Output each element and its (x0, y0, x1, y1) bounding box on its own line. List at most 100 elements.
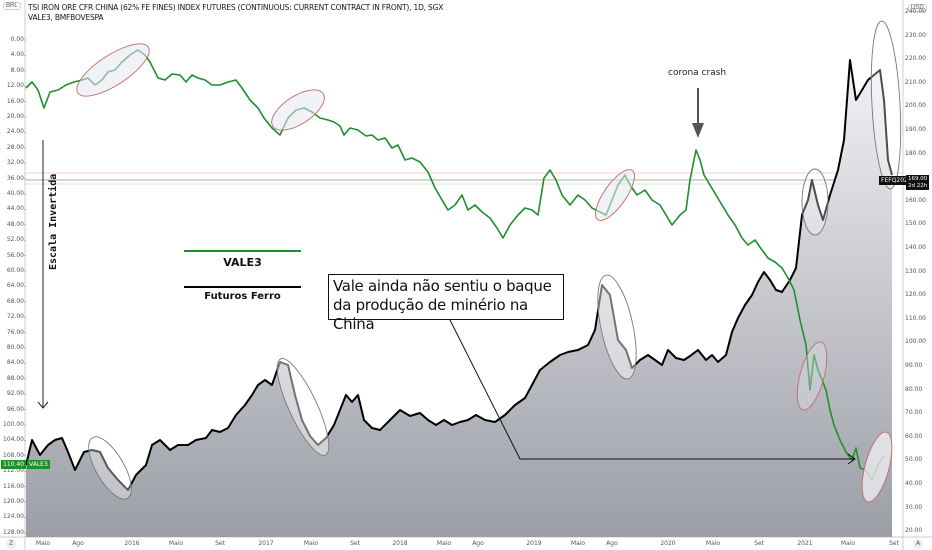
right-axis-label: 60.00 (905, 433, 923, 440)
callout-line-1: Vale ainda não sentiu o baque (333, 277, 552, 295)
left-axis-label: 40.00 (6, 190, 24, 197)
futures-countdown: 2d 22h (908, 182, 928, 189)
left-axis-label: 68.00 (6, 298, 24, 305)
x-axis-label: 2017 (258, 540, 274, 547)
futures-price-tag: 169.00 2d 22h (906, 175, 930, 190)
left-currency-badge[interactable]: BRL (3, 2, 21, 10)
left-axis-label: 28.00 (6, 144, 24, 151)
left-axis-label: 120.00 (3, 498, 24, 505)
right-axis-label: 230.00 (905, 32, 926, 39)
x-axis-label: 2020 (660, 540, 676, 547)
legend-vale-label[interactable]: VALE3 (223, 256, 262, 269)
legend-futures-label[interactable]: Futuros Ferro (204, 291, 281, 302)
auto-scale-button[interactable]: A (913, 539, 923, 549)
right-axis-label: 140.00 (905, 244, 926, 251)
left-axis-label: 44.00 (6, 205, 24, 212)
left-axis-label: 32.00 (6, 159, 24, 166)
corona-crash-label[interactable]: corona crash (668, 68, 727, 78)
right-axis-label: 220.00 (905, 55, 926, 62)
left-axis-label: 92.00 (6, 390, 24, 397)
futures-symbol-tag: FEFQ2021 (879, 176, 914, 185)
corona-arrow-head (692, 123, 704, 138)
left-axis-label: 60.00 (6, 267, 24, 274)
right-axis-label: 20.00 (905, 527, 923, 534)
left-axis-label: 0.00 (10, 36, 24, 43)
left-axis-label: 128.00 (3, 529, 24, 536)
highlight-ellipse-vale-2017 (271, 89, 325, 131)
left-axis-label: 48.00 (6, 221, 24, 228)
highlight-ellipse-futures-2017 (276, 358, 330, 456)
right-axis-label: 110.00 (905, 315, 926, 322)
zoom-toggle-button[interactable]: Z (6, 539, 16, 549)
x-axis-label: 2016 (124, 540, 140, 547)
vale3-price-tag: 110.40 (1, 460, 26, 469)
right-axis-label: 90.00 (905, 362, 923, 369)
callout-arrow-head (847, 453, 856, 465)
right-axis-label: 210.00 (905, 79, 926, 86)
chart-subtitle: VALE3, BMFBOVESPA (28, 13, 104, 22)
left-axis-label: 104.00 (3, 436, 24, 443)
right-axis-label: 80.00 (905, 386, 923, 393)
left-axis-label: 36.00 (6, 175, 24, 182)
right-axis-label: 190.00 (905, 126, 926, 133)
highlight-ellipse-vale-2019 (595, 169, 635, 221)
left-axis-label: 84.00 (6, 359, 24, 366)
left-axis-ticks (24, 39, 26, 534)
callout-pointer (449, 319, 855, 460)
right-axis-label: 180.00 (905, 150, 926, 157)
highlight-ellipse-futures-2021a (801, 168, 829, 236)
left-axis-label: 72.00 (6, 313, 24, 320)
x-axis-label: Set (889, 540, 899, 547)
x-axis-label: Maio (705, 540, 721, 547)
left-axis-label: 124.00 (3, 513, 24, 520)
x-axis-label: 2018 (392, 540, 408, 547)
highlight-ellipse-futures-2021b (870, 20, 902, 190)
left-axis-label: 112.00 (3, 467, 24, 474)
left-axis-label: 24.00 (6, 128, 24, 135)
right-axis-label: 240.00 (905, 8, 926, 15)
x-axis-label: Maio (303, 540, 319, 547)
right-axis-label: 50.00 (905, 456, 923, 463)
left-axis-label: 52.00 (6, 236, 24, 243)
left-axis-label: 80.00 (6, 344, 24, 351)
x-axis-label: Maio (840, 540, 856, 547)
right-axis-label: 160.00 (905, 197, 926, 204)
x-axis-label: Maio (168, 540, 184, 547)
left-axis-label: 96.00 (6, 406, 24, 413)
highlight-ellipse-futures-2019 (597, 274, 637, 380)
left-axis-label: 64.00 (6, 282, 24, 289)
right-axis-label: 40.00 (905, 480, 923, 487)
chart-title: TSI IRON ORE CFR CHINA (62% FE FINES) IN… (28, 3, 444, 12)
chart-legend-header: TSI IRON ORE CFR CHINA (62% FE FINES) IN… (28, 3, 443, 23)
highlight-ellipse-futures-2016 (88, 436, 132, 500)
left-axis-label: 56.00 (6, 252, 24, 259)
futures-line (25, 59, 893, 491)
left-axis-label: 100.00 (3, 421, 24, 428)
left-axis-label: 76.00 (6, 329, 24, 336)
inverted-scale-label[interactable]: Escala Invertida (48, 173, 59, 270)
highlight-ellipse-vale-2016 (76, 43, 150, 97)
right-axis-label: 100.00 (905, 338, 926, 345)
highlight-ellipse-vale-2021b (861, 431, 893, 503)
x-axis-label: Ago (72, 540, 84, 547)
right-axis-label: 120.00 (905, 291, 926, 298)
left-axis-label: 108.00 (3, 452, 24, 459)
left-axis-label: 116.00 (3, 483, 24, 490)
left-axis-label: 16.00 (6, 98, 24, 105)
vale3-line (25, 49, 885, 481)
right-axis-label: 150.00 (905, 220, 926, 227)
right-currency-badge[interactable]: USD (908, 4, 927, 12)
left-axis-label: 20.00 (6, 113, 24, 120)
right-axis-label: 200.00 (905, 102, 926, 109)
x-axis-label: 2019 (526, 540, 542, 547)
left-axis-label: 12.00 (6, 82, 24, 89)
left-axis-label: 88.00 (6, 375, 24, 382)
x-axis-label: Set (215, 540, 225, 547)
highlight-ellipse-vale-2021a (796, 341, 828, 411)
callout-line-2: da produção de minério na China (333, 296, 528, 333)
x-axis-label: Ago (606, 540, 618, 547)
x-axis-label: 2021 (797, 540, 813, 547)
callout-box[interactable]: Vale ainda não sentiu o baque da produçã… (328, 274, 564, 333)
x-axis-label: Maio (436, 540, 452, 547)
